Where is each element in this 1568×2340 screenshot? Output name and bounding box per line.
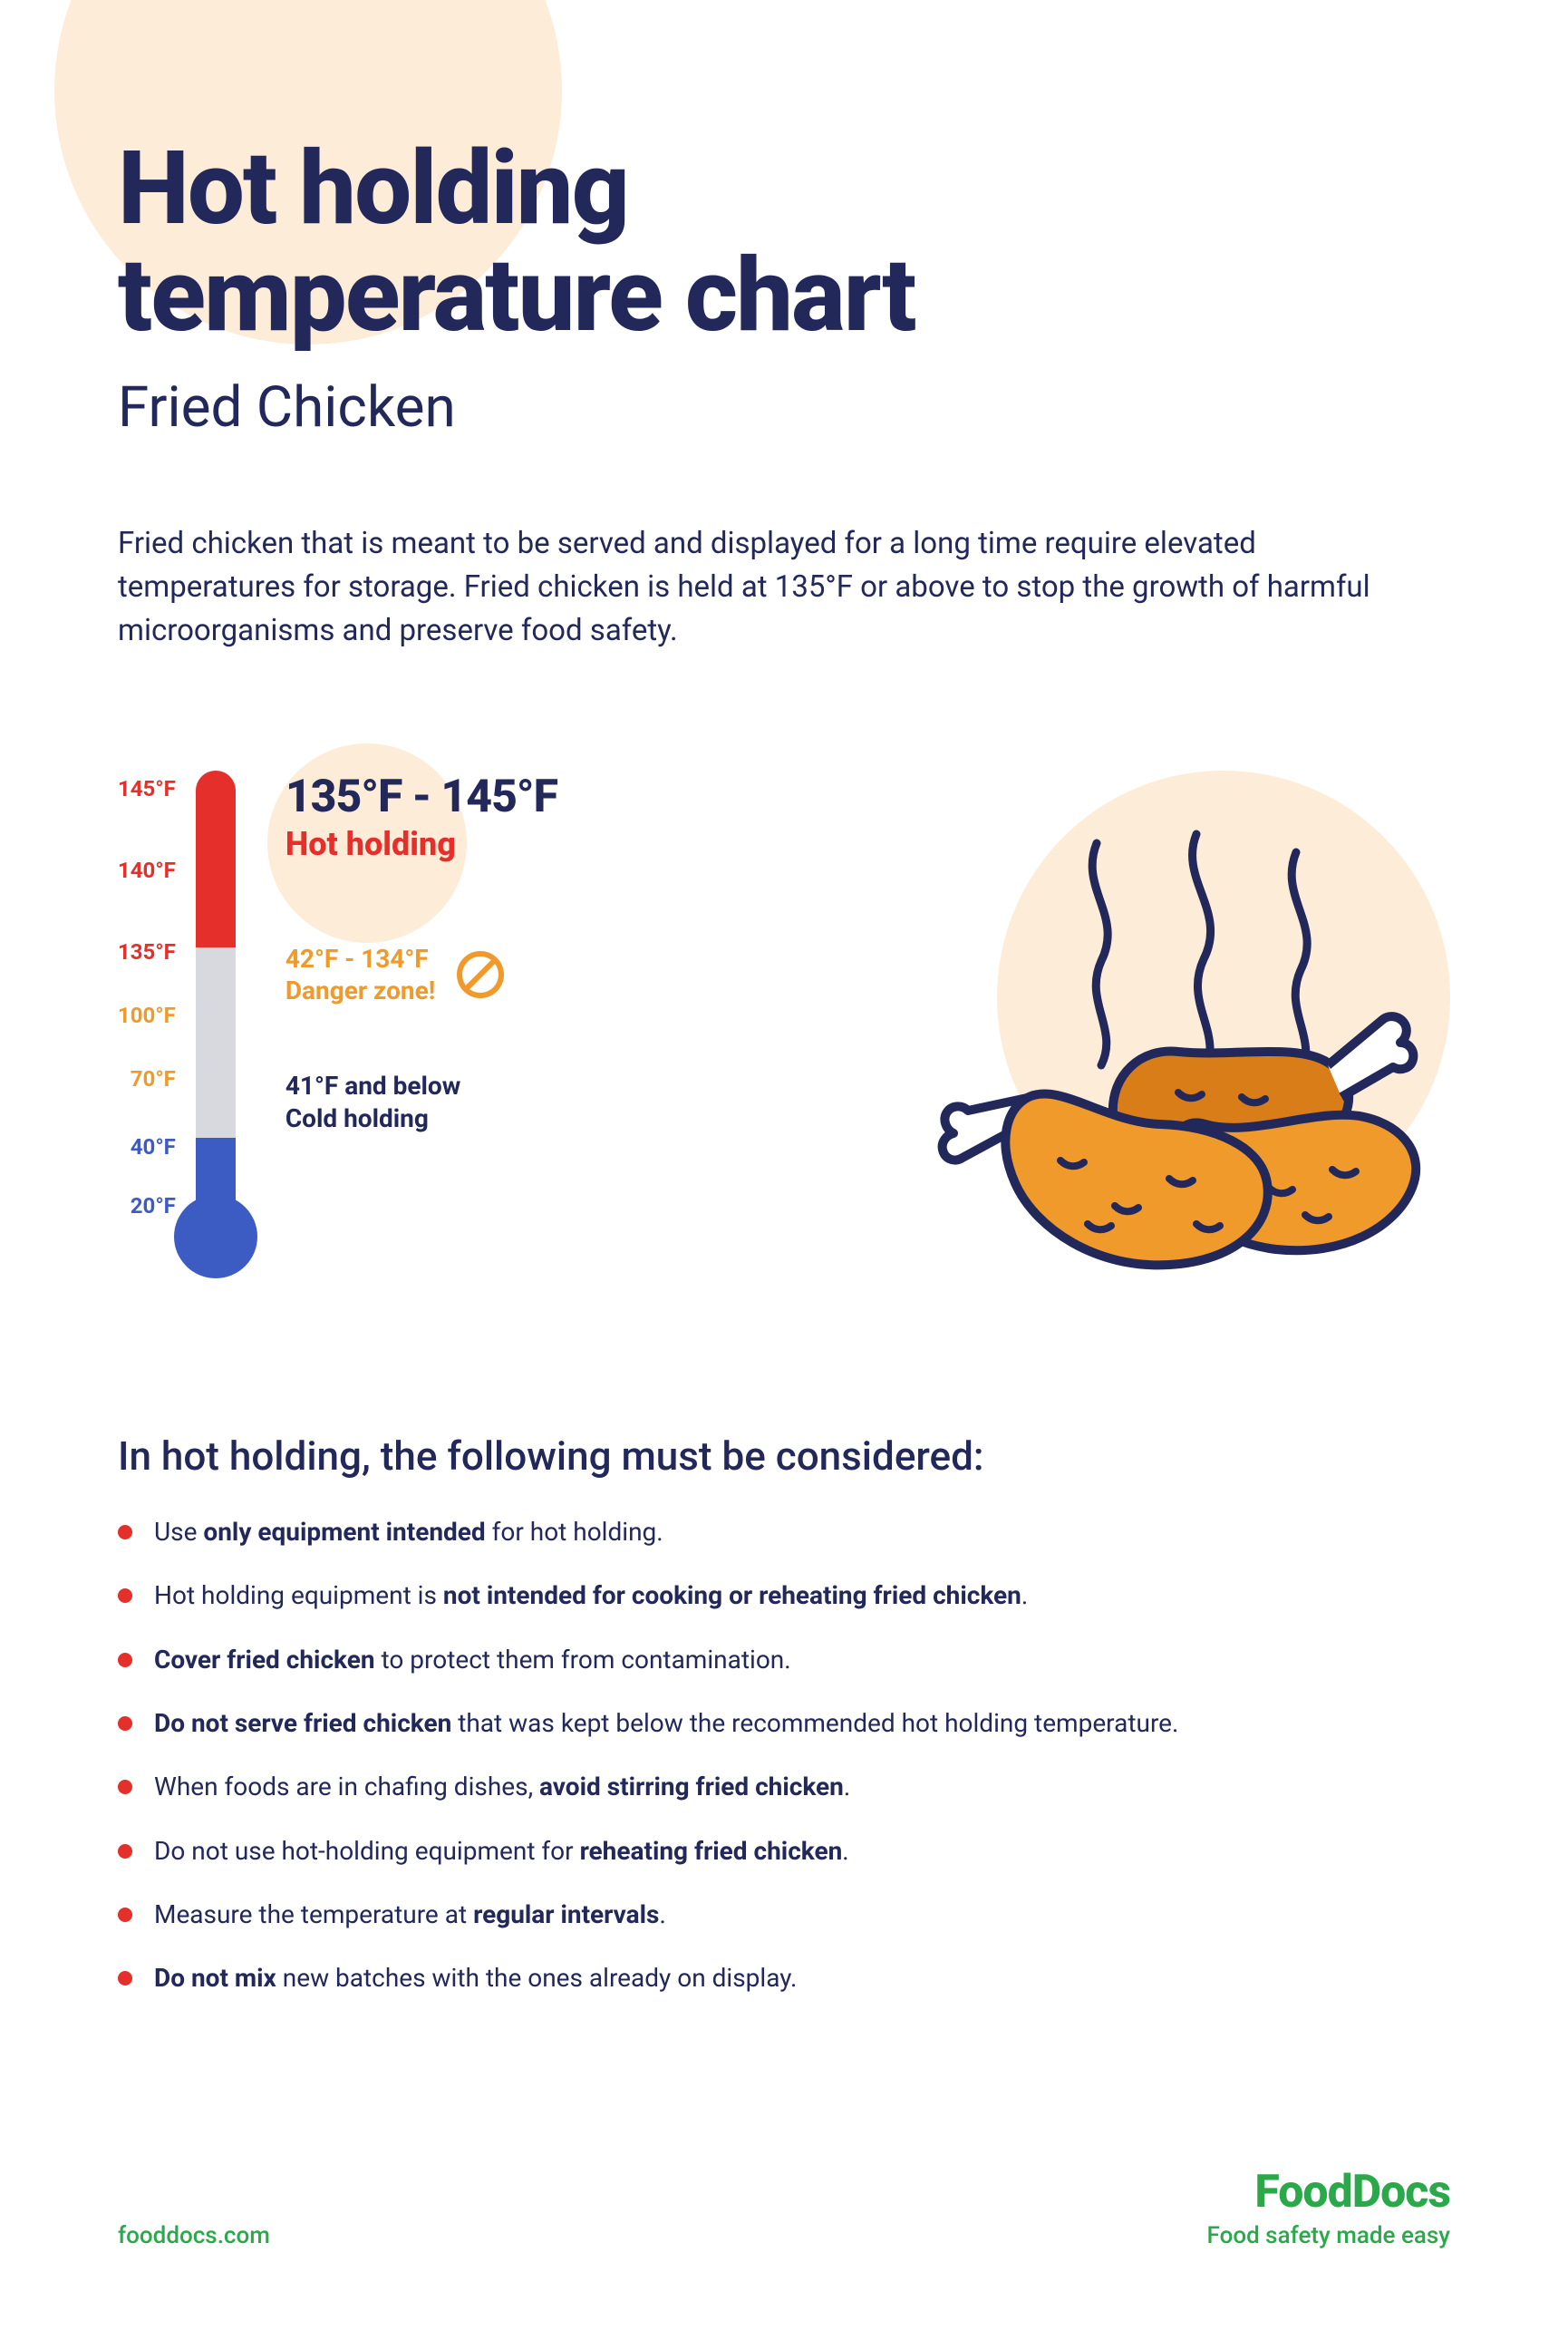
consideration-item: Do not serve fried chicken that was kept…	[118, 1707, 1450, 1740]
thermometer: 145°F 140°F 135°F 100°F 70°F 40°F 20°F	[118, 771, 236, 1278]
cold-zone-label: Cold holding	[286, 1102, 557, 1135]
thermometer-bulb	[174, 1195, 257, 1278]
hot-zone-label: Hot holding	[286, 825, 557, 863]
brand-tagline: Food safety made easy	[1207, 2222, 1450, 2249]
thermometer-tick: 70°F	[131, 1066, 176, 1092]
consideration-item: Do not mix new batches with the ones alr…	[118, 1962, 1450, 1995]
intro-text: Fried chicken that is meant to be served…	[118, 522, 1441, 653]
footer-url: fooddocs.com	[118, 2222, 270, 2249]
chicken-illustration	[888, 771, 1450, 1278]
thermometer-tick: 40°F	[131, 1134, 176, 1160]
title-line-2: temperature chart	[118, 237, 915, 355]
thermometer-body	[196, 771, 236, 1278]
thermometer-tick-labels: 145°F 140°F 135°F 100°F 70°F 40°F 20°F	[118, 771, 176, 1219]
consideration-item: Use only equipment intended for hot hold…	[118, 1516, 1450, 1549]
thermometer-tick: 145°F	[118, 776, 176, 801]
consideration-item: Cover fried chicken to protect them from…	[118, 1644, 1450, 1676]
considerations-title: In hot holding, the following must be co…	[118, 1432, 1450, 1480]
consideration-item: Measure the temperature at regular inter…	[118, 1898, 1450, 1931]
consideration-item: When foods are in chafing dishes, avoid …	[118, 1771, 1450, 1803]
consideration-item: Hot holding equipment is not intended fo…	[118, 1579, 1450, 1612]
thermometer-segment	[196, 947, 236, 1138]
thermometer-tube	[196, 771, 236, 1215]
brand-logo: FoodDocs	[1207, 2166, 1450, 2219]
danger-zone-label: Danger zone!	[286, 975, 435, 1006]
thermometer-tick: 20°F	[131, 1193, 176, 1219]
hot-zone-range: 135°F - 145°F	[286, 771, 557, 823]
fried-chicken-icon	[870, 825, 1450, 1296]
thermometer-segment	[196, 771, 236, 947]
page-title: Hot holding temperature chart	[118, 136, 1450, 349]
consideration-item: Do not use hot-holding equipment for reh…	[118, 1835, 1450, 1868]
cold-zone-range: 41°F and below	[286, 1070, 557, 1102]
thermometer-tick: 100°F	[118, 1003, 176, 1028]
thermometer-tick: 140°F	[118, 858, 176, 883]
title-line-1: Hot holding	[118, 130, 628, 248]
danger-zone-range: 42°F - 134°F	[286, 943, 435, 975]
thermometer-tick: 135°F	[118, 939, 176, 965]
considerations-list: Use only equipment intended for hot hold…	[118, 1516, 1450, 1995]
zone-labels: 135°F - 145°F Hot holding 42°F - 134°F D…	[286, 771, 557, 1136]
page-subtitle: Fried Chicken	[118, 374, 1450, 441]
prohibited-icon	[455, 949, 506, 1000]
